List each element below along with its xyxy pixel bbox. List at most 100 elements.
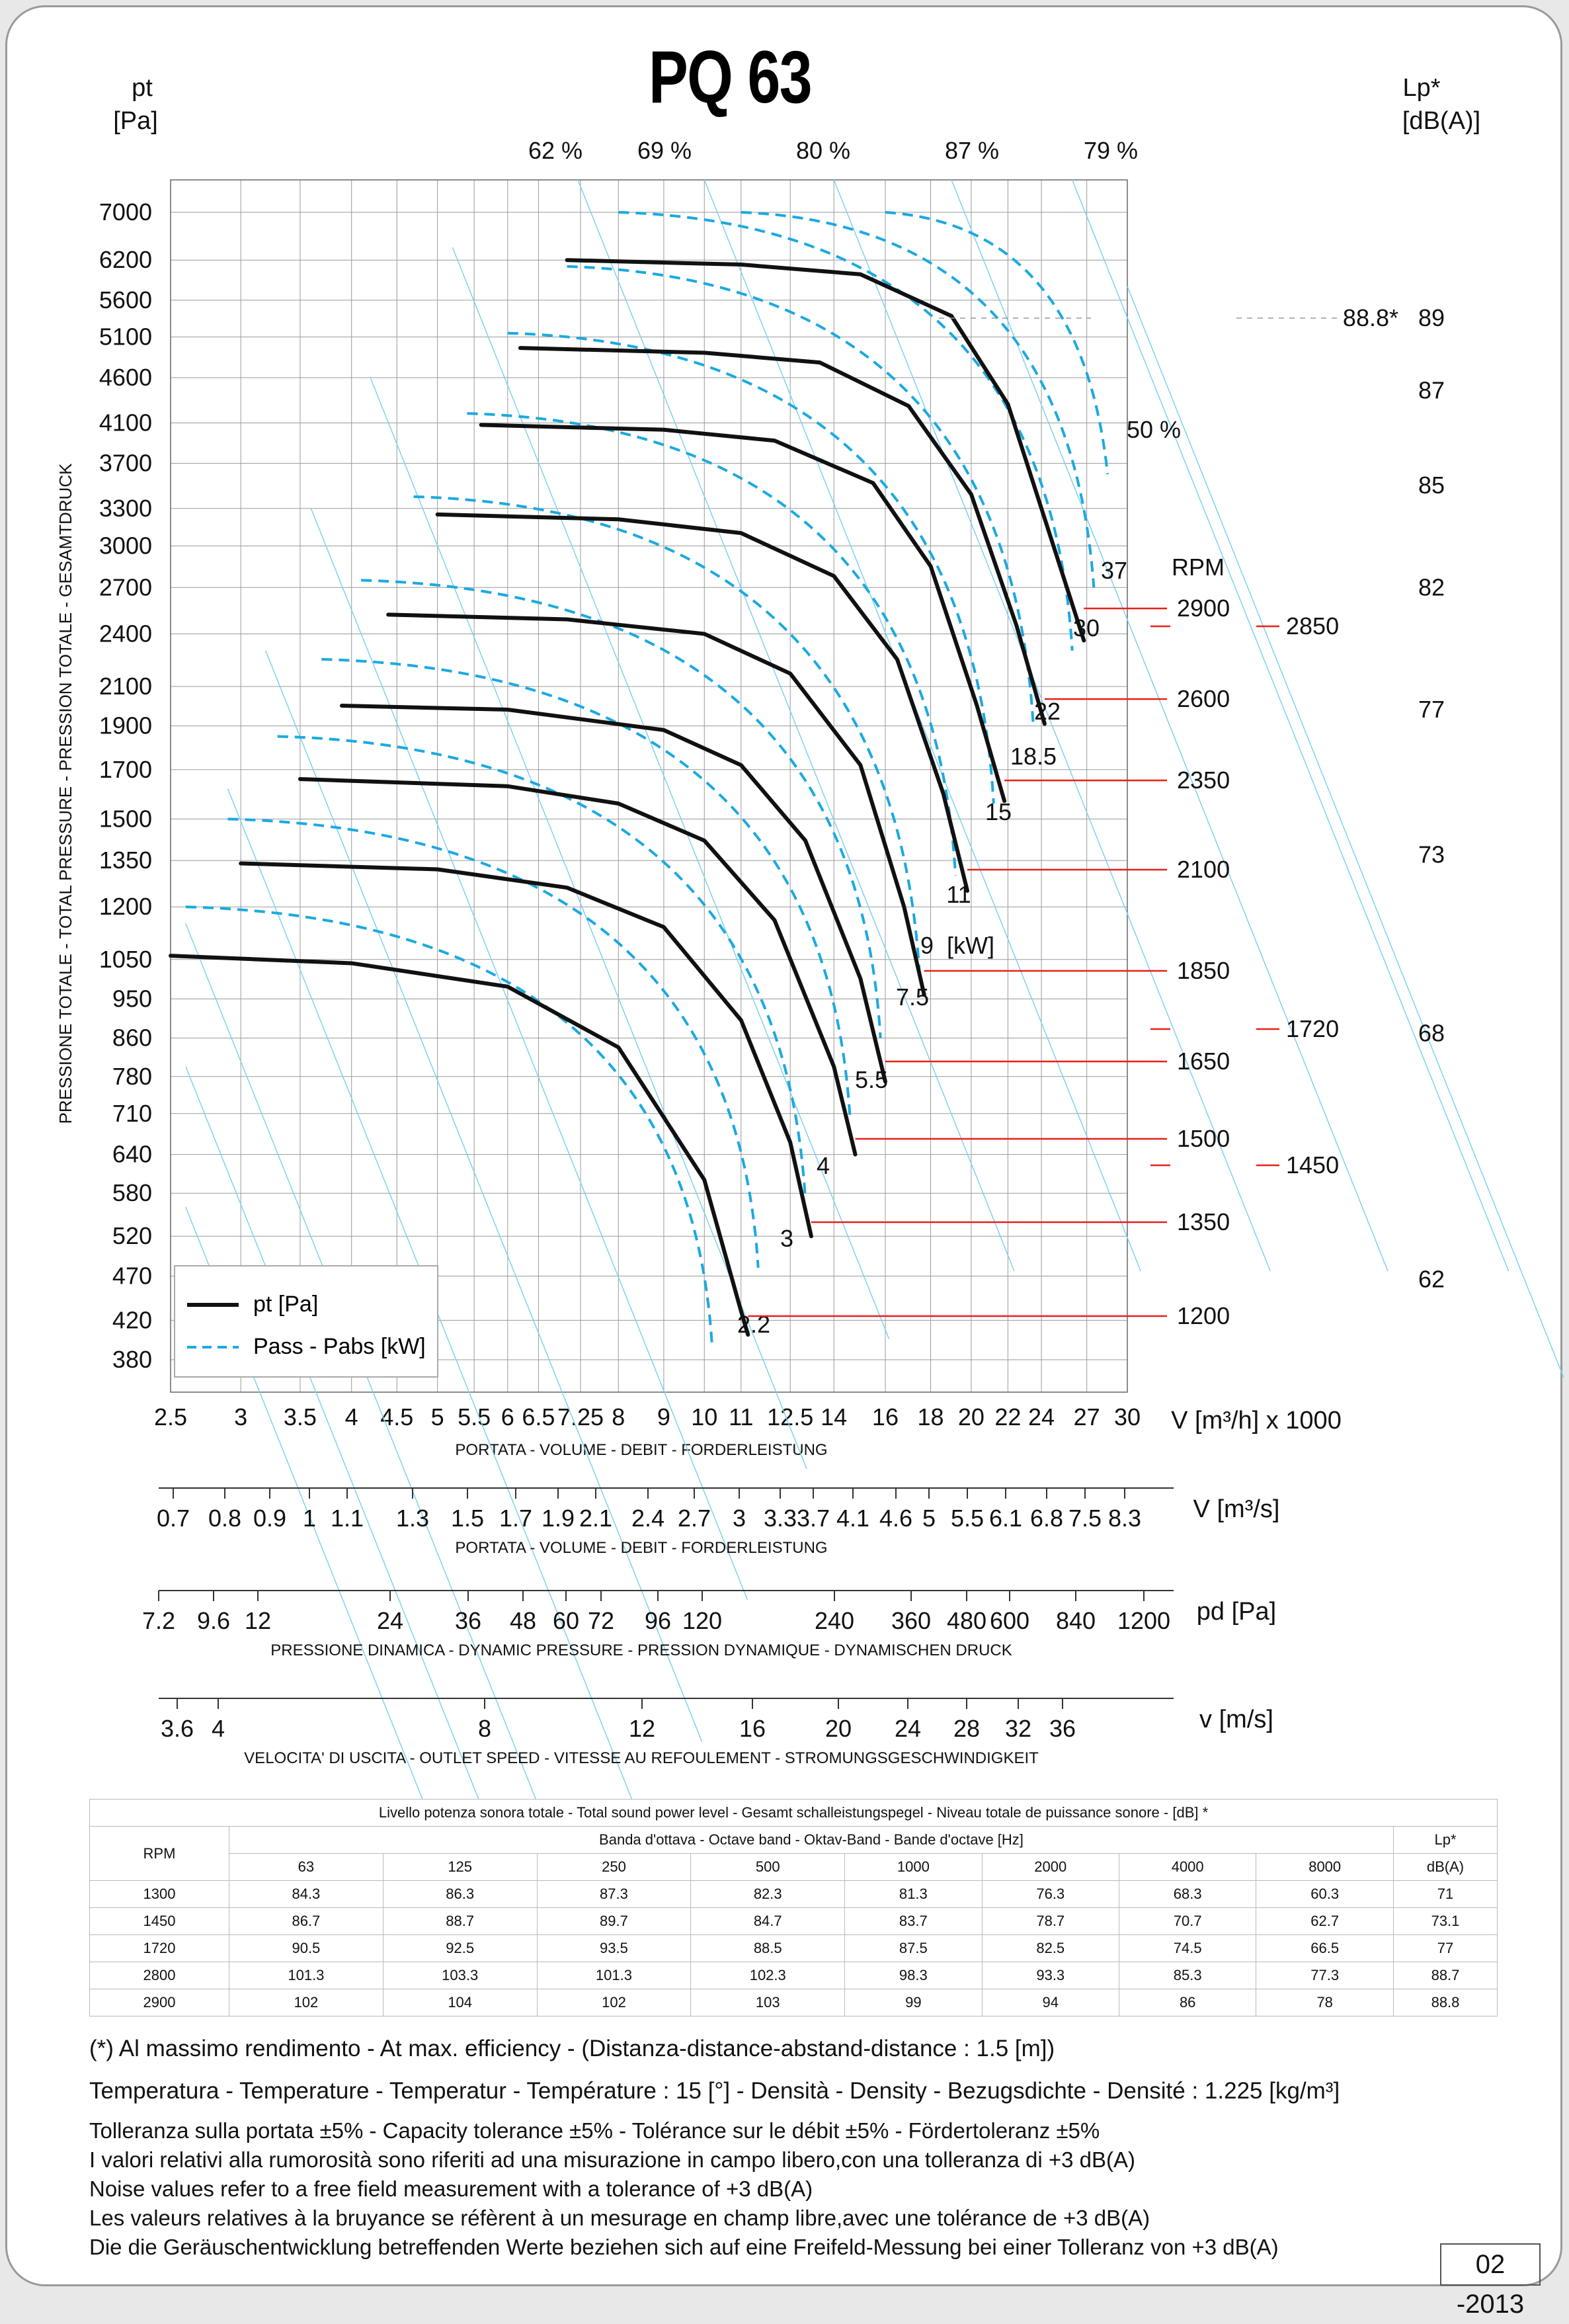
pressure-curve	[169, 954, 750, 1337]
y-unit-bottom: [Pa]	[113, 107, 158, 135]
x-tick-label: 9	[657, 1403, 670, 1431]
flow-m3s-tick-label: 7.5	[1068, 1505, 1102, 1532]
flow-m3s-unit: V [m³/s]	[1193, 1495, 1280, 1523]
power-label: 9	[920, 932, 934, 959]
note-noise-fr: Les valeurs relatives à la bruyance se r…	[89, 2206, 1150, 2230]
x-tick-label: 3	[234, 1403, 247, 1431]
legend-dashed-label: Pass - Pabs [kW]	[253, 1334, 426, 1359]
table-band-caption: Banda d'ottava - Octave band - Oktav-Ban…	[229, 1826, 1394, 1854]
row-value: 102	[229, 1989, 383, 2016]
efficiency-line	[310, 508, 748, 1600]
power-curve	[361, 579, 882, 1038]
band-4000: 4000	[1118, 1853, 1257, 1881]
flow-m3s-tick-label: 1.9	[542, 1505, 575, 1532]
x-tick-label: 6.5	[522, 1403, 555, 1431]
flow-m3s-tick-label: 8.3	[1108, 1505, 1141, 1532]
table-row: 1300 84.3 86.3 87.3 82.3 81.3 76.3 68.3 60.3 71	[89, 1880, 1498, 1908]
rpm-extra-label: 1450	[1286, 1151, 1339, 1179]
y-tick-label: 580	[112, 1179, 152, 1206]
row-value: 84.7	[690, 1907, 846, 1935]
lp-unit-bottom: [dB(A)]	[1402, 107, 1480, 135]
flow-m3s-tick-label: 1.5	[451, 1505, 484, 1532]
pressure-curve	[298, 776, 858, 1157]
y-tick-label: 1200	[99, 893, 152, 920]
row-value: 81.3	[844, 1880, 983, 1908]
dyn-pressure-tick-label: 1200	[1117, 1607, 1170, 1634]
y-tick-label: 780	[112, 1063, 152, 1090]
row-rpm: 2800	[89, 1962, 229, 1989]
dyn-pressure-tick-label: 240	[815, 1607, 854, 1634]
row-value: 86.3	[382, 1880, 538, 1908]
lp-tick-label: 73	[1418, 841, 1445, 868]
rpm-label: 1650	[1177, 1048, 1230, 1075]
rpm-label: 1200	[1177, 1302, 1230, 1329]
y-tick-label: 1050	[99, 946, 152, 973]
x-tick-label: 22	[994, 1403, 1021, 1431]
row-lp: 88.8	[1392, 1989, 1498, 2016]
x-tick-label: 27	[1074, 1403, 1100, 1431]
flow-m3s-tick-label: 1.1	[331, 1505, 364, 1532]
row-value: 102	[536, 1989, 692, 2016]
table-row: 1720 90.5 92.5 93.5 88.5 87.5 82.5 74.5 66.5 77	[89, 1934, 1498, 1962]
row-value: 103	[690, 1989, 846, 2016]
efficiency-line	[577, 179, 1015, 1272]
power-label: 4	[817, 1152, 830, 1179]
y-tick-label: 7000	[99, 198, 152, 226]
table-row: 2900 102 104 102 103 99 94 86 78 88.8	[89, 1989, 1498, 2016]
power-label: 3	[780, 1225, 793, 1252]
rpm-label: 1350	[1177, 1208, 1230, 1235]
power-curve	[507, 331, 995, 804]
dyn-pressure-tick-label: 7.2	[142, 1607, 175, 1634]
row-value: 92.5	[382, 1934, 538, 1962]
power-label: 37	[1101, 557, 1127, 584]
row-lp: 88.7	[1392, 1962, 1498, 1989]
flow-m3s-tick-label: 6.8	[1030, 1505, 1063, 1532]
rpm-extra-label: 1720	[1286, 1015, 1339, 1042]
lp-tick-label: 89	[1418, 304, 1445, 331]
row-value: 87.5	[844, 1934, 983, 1962]
dyn-pressure-tick-label: 12	[245, 1607, 271, 1634]
velocity-tick-label: 3.6	[161, 1715, 194, 1742]
rpm-label: 2350	[1177, 767, 1230, 794]
band-63: 63	[229, 1853, 383, 1881]
dyn-pressure-unit: pd [Pa]	[1197, 1598, 1276, 1626]
dyn-pressure-tick-label: 360	[891, 1607, 931, 1634]
y-unit-top: pt	[132, 74, 153, 102]
row-lp: 73.1	[1392, 1907, 1498, 1935]
y-tick-label: 3000	[99, 532, 152, 560]
velocity-tick-label: 8	[478, 1715, 491, 1742]
lp-tick-label: 85	[1418, 472, 1445, 499]
power-curve	[885, 210, 1109, 475]
band-500: 500	[690, 1853, 846, 1881]
efficiency-line	[704, 179, 1141, 1272]
row-rpm: 2900	[89, 1989, 229, 2016]
band-125: 125	[382, 1853, 538, 1881]
x-tick-label: 30	[1114, 1403, 1141, 1431]
rpm-header: RPM	[1172, 554, 1225, 581]
row-value: 86	[1118, 1989, 1257, 2016]
y-tick-label: 1700	[99, 756, 152, 783]
rpm-label: 2100	[1177, 856, 1230, 883]
row-value: 98.3	[844, 1962, 983, 1989]
max-eff-label: 88.8*	[1343, 304, 1398, 331]
table-row: 2800 101.3 103.3 101.3 102.3 98.3 93.3 85.3 77.3…	[89, 1962, 1498, 1989]
x-tick-label: 8	[612, 1403, 625, 1431]
velocity-tick-label: 28	[953, 1715, 980, 1742]
table-caption: Livello potenza sonora totale - Total so…	[89, 1799, 1498, 1827]
sound-power-table: Livello potenza sonora totale - Total so…	[89, 1799, 1498, 2016]
row-value: 62.7	[1256, 1907, 1394, 1935]
y-tick-label: 2100	[99, 673, 152, 700]
note-conditions: Temperatura - Temperature - Temperatur -…	[89, 2078, 1340, 2104]
x-tick-label: 20	[958, 1403, 985, 1431]
band-2000: 2000	[981, 1853, 1119, 1881]
flow-m3s-tick-label: 1	[303, 1505, 316, 1532]
y-tick-label: 520	[112, 1222, 152, 1249]
y-tick-label: 710	[112, 1100, 152, 1127]
band-8000: 8000	[1256, 1853, 1394, 1881]
x-tick-label: 4.5	[380, 1403, 413, 1431]
note-noise-it: I valori relativi alla rumorosità sono r…	[89, 2147, 1136, 2172]
row-value: 102.3	[690, 1962, 846, 1989]
velocity-unit: v [m/s]	[1199, 1706, 1273, 1733]
x-tick-label: 4	[345, 1403, 358, 1431]
pressure-curve	[518, 346, 1047, 726]
